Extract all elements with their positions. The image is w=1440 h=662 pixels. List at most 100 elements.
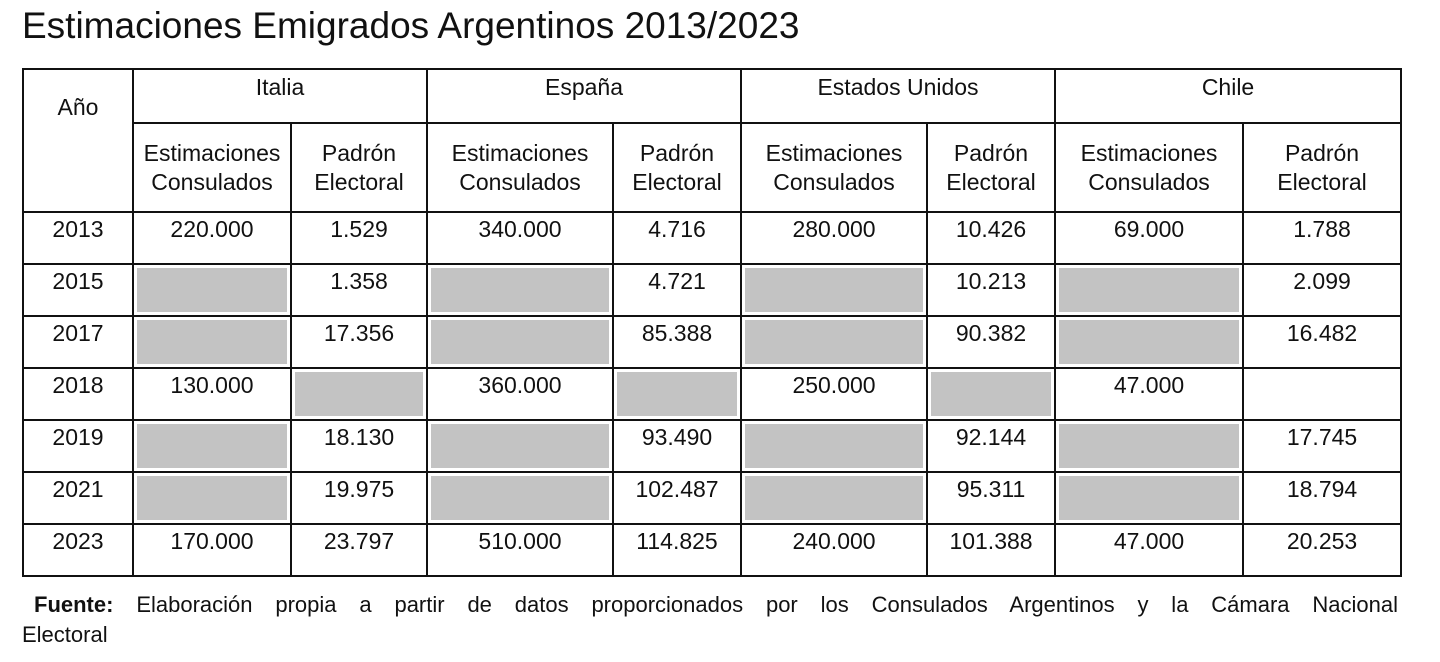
value-cell: 280.000	[740, 211, 929, 265]
shaded-empty-cell	[1054, 471, 1245, 525]
value-cell: 19.975	[290, 471, 428, 525]
shaded-empty-cell	[1054, 263, 1245, 317]
footnote-text: Elaboración propia a partir de datos pro…	[136, 592, 1398, 617]
shaded-empty-cell	[740, 263, 929, 317]
subheader-estimaciones-consulados: Estimaciones Consulados	[132, 122, 292, 213]
value-cell: 1.529	[290, 211, 428, 265]
subheader-line: Electoral	[1277, 168, 1367, 195]
subheader-line: Estimaciones	[451, 139, 589, 166]
table-row: 2019 18.130 93.490 92.144 17.745	[22, 419, 1403, 473]
document-title: Estimaciones Emigrados Argentinos 2013/2…	[22, 5, 800, 46]
year-cell: 2017	[22, 315, 134, 369]
value-cell: 69.000	[1054, 211, 1245, 265]
year-cell: 2018	[22, 367, 134, 421]
value-cell: 92.144	[926, 419, 1057, 473]
subheader-line: Consulados	[151, 168, 273, 195]
shaded-empty-cell	[740, 315, 929, 369]
source-footnote: Fuente: Elaboración propia a partir de d…	[22, 590, 1398, 650]
table-row: 2013 220.000 1.529 340.000 4.716 280.000 10.42…	[22, 211, 1403, 265]
value-cell: 340.000	[426, 211, 614, 265]
value-cell: 90.382	[926, 315, 1057, 369]
value-cell: 220.000	[132, 211, 292, 265]
country-header-chile: Chile	[1054, 68, 1403, 124]
subheader-line: Electoral	[314, 168, 404, 195]
value-cell: 23.797	[290, 523, 428, 577]
header-row-countries: Año Italia España Estados Unidos Chile	[22, 68, 1403, 213]
shaded-empty-cell	[740, 419, 929, 473]
subheader-line: Consulados	[1088, 168, 1210, 195]
subheader-line: Estimaciones	[143, 139, 281, 166]
table-row: 2015 1.358 4.721 10.213 2.099	[22, 263, 1403, 317]
shaded-empty-cell	[426, 419, 614, 473]
value-cell: 17.356	[290, 315, 428, 369]
value-cell: 1.358	[290, 263, 428, 317]
shaded-empty-cell	[426, 263, 614, 317]
subheader-line: Padrón	[953, 139, 1029, 166]
value-cell: 17.745	[1242, 419, 1403, 473]
subheader-line: Estimaciones	[765, 139, 903, 166]
value-cell: 130.000	[132, 367, 292, 421]
value-cell: 10.426	[926, 211, 1057, 265]
value-cell: 18.794	[1242, 471, 1403, 525]
value-cell: 170.000	[132, 523, 292, 577]
country-header-italia: Italia	[132, 68, 428, 124]
shaded-empty-cell	[926, 367, 1057, 421]
value-cell: 93.490	[611, 419, 743, 473]
value-cell: 102.487	[611, 471, 743, 525]
subheader-estimaciones-consulados: Estimaciones Consulados	[740, 122, 929, 213]
country-header-estados-unidos: Estados Unidos	[740, 68, 1057, 124]
shaded-empty-cell	[132, 419, 292, 473]
value-cell: 101.388	[926, 523, 1057, 577]
shaded-empty-cell	[1054, 315, 1245, 369]
value-cell: 47.000	[1054, 367, 1245, 421]
table-row: 2021 19.975 102.487 95.311 18.794	[22, 471, 1403, 525]
year-cell: 2019	[22, 419, 134, 473]
subheader-padron-electoral: Padrón Electoral	[926, 122, 1057, 213]
value-cell: 10.213	[926, 263, 1057, 317]
shaded-empty-cell	[132, 315, 292, 369]
subheader-padron-electoral: Padrón Electoral	[1242, 122, 1403, 213]
shaded-empty-cell	[611, 367, 743, 421]
shaded-empty-cell	[132, 263, 292, 317]
footnote-text-line2: Electoral	[22, 622, 108, 647]
year-cell: 2023	[22, 523, 134, 577]
value-cell	[1242, 367, 1403, 421]
subheader-line: Padrón	[639, 139, 715, 166]
subheader-line: Electoral	[946, 168, 1036, 195]
value-cell: 20.253	[1242, 523, 1403, 577]
value-cell: 510.000	[426, 523, 614, 577]
value-cell: 4.716	[611, 211, 743, 265]
value-cell: 4.721	[611, 263, 743, 317]
value-cell: 18.130	[290, 419, 428, 473]
year-cell: 2015	[22, 263, 134, 317]
value-cell: 1.788	[1242, 211, 1403, 265]
subheader-line: Padrón	[321, 139, 397, 166]
year-cell: 2013	[22, 211, 134, 265]
shaded-empty-cell	[426, 471, 614, 525]
value-cell: 360.000	[426, 367, 614, 421]
subheader-estimaciones-consulados: Estimaciones Consulados	[426, 122, 614, 213]
subheader-line: Consulados	[459, 168, 581, 195]
value-cell: 47.000	[1054, 523, 1245, 577]
shaded-empty-cell	[426, 315, 614, 369]
value-cell: 2.099	[1242, 263, 1403, 317]
value-cell: 85.388	[611, 315, 743, 369]
header-row-subcolumns: Estimaciones Consulados Padrón Electoral Est…	[23, 122, 1403, 213]
shaded-empty-cell	[1054, 419, 1245, 473]
year-header: Año	[22, 68, 134, 213]
table-body: 2013 220.000 1.529 340.000 4.716 280.000 10.42…	[22, 211, 1403, 577]
shaded-empty-cell	[132, 471, 292, 525]
value-cell: 240.000	[740, 523, 929, 577]
value-cell: 95.311	[926, 471, 1057, 525]
table-row: 2017 17.356 85.388 90.382 16.482	[22, 315, 1403, 369]
country-header-espana: España	[425, 68, 743, 124]
emigrants-table: Año Italia España Estados Unidos Chile E…	[22, 68, 1403, 577]
subheader-padron-electoral: Padrón Electoral	[290, 122, 428, 213]
shaded-empty-cell	[740, 471, 929, 525]
subheader-line: Padrón	[1284, 139, 1360, 166]
subheader-padron-electoral: Padrón Electoral	[611, 122, 743, 213]
subheader-line: Electoral	[632, 168, 722, 195]
subheader-line: Estimaciones	[1080, 139, 1218, 166]
shaded-empty-cell	[290, 367, 428, 421]
subheader-estimaciones-consulados: Estimaciones Consulados	[1054, 122, 1245, 213]
